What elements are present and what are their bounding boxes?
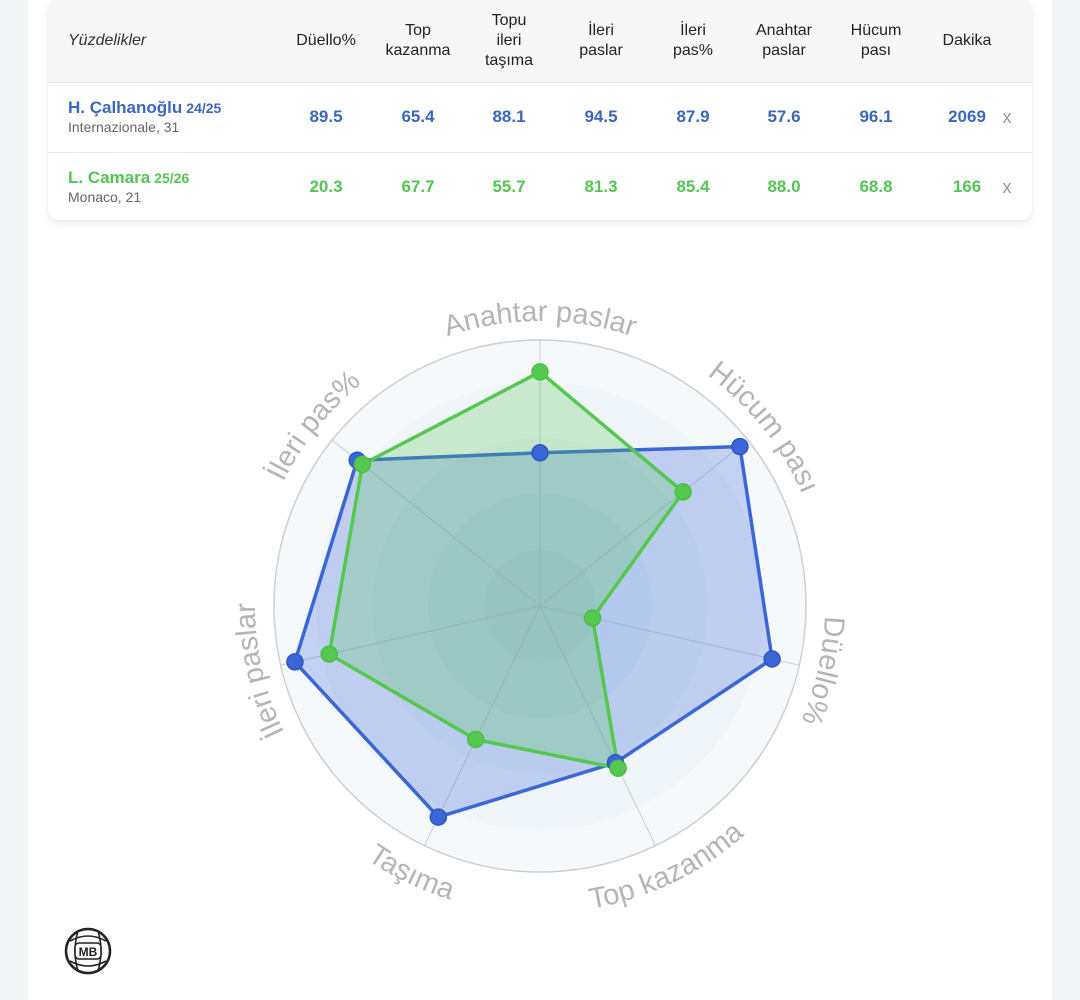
data-point: [763, 650, 781, 668]
mb-ball-logo-icon: MB: [64, 927, 112, 975]
radar-spoke: [539, 605, 656, 846]
stat-cell: 89.5: [309, 107, 343, 126]
player-info: L. Camara 25/26 Monaco, 21: [68, 168, 189, 205]
stat-cell: 57.6: [767, 107, 801, 126]
stat-cell: 65.4: [401, 107, 435, 126]
stat-cell: 94.5: [584, 107, 618, 126]
stat-cell: 67.7: [401, 177, 435, 196]
player-name[interactable]: L. Camara: [68, 168, 151, 187]
radar-spoke: [539, 605, 800, 666]
remove-player-button[interactable]: x: [1002, 176, 1012, 197]
data-point: [286, 653, 304, 671]
player-name[interactable]: H. Çalhanoğlu: [68, 98, 183, 117]
series-area-1: [293, 444, 774, 819]
player-club: Monaco, 21: [68, 189, 142, 205]
stat-cell: 55.7: [492, 177, 526, 196]
column-header-topu-ileri-tasima: Topu ileri taşıma: [484, 12, 533, 69]
stat-cell: 68.8: [859, 177, 893, 196]
stat-cell: 81.3: [584, 177, 618, 196]
stat-cell: 87.9: [676, 107, 710, 126]
stat-cell: 20.3: [309, 177, 343, 196]
data-point: [429, 808, 448, 826]
column-header-ileri-paslar: İleri paslar: [579, 22, 623, 59]
header-label: Yüzdelikler: [68, 32, 147, 49]
column-header-hucum-pasi: Hücum pası: [850, 22, 902, 59]
column-header-top-kazanma: Top kazanma: [385, 22, 451, 59]
data-point: [466, 730, 485, 749]
data-point: [731, 437, 749, 456]
player-info: H. Çalhanoğlu 24/25 Internazionale, 31: [68, 98, 221, 135]
stat-cell: 96.1: [859, 107, 893, 126]
series-area-2: [327, 370, 685, 770]
data-point: [531, 363, 549, 381]
stat-cell: 88.1: [492, 107, 526, 126]
data-point: [320, 645, 338, 663]
radar-spoke: [539, 439, 749, 607]
remove-player-button[interactable]: x: [1002, 106, 1012, 127]
player-season: 25/26: [154, 170, 190, 186]
data-point: [674, 483, 692, 501]
data-point: [583, 609, 602, 627]
player-club: Internazionale, 31: [68, 119, 180, 135]
radar-spoke: [424, 605, 541, 846]
stat-cell: 2069: [948, 107, 986, 126]
column-header-ileri-pas-pct: İleri pas%: [672, 22, 714, 59]
axis-label: Anahtar paslar: [440, 296, 641, 343]
column-header-anahtar-paslar: Anahtar paslar: [755, 22, 813, 59]
player-season: 24/25: [186, 100, 222, 116]
data-point: [531, 444, 549, 462]
comparison-table: Yüzdelikler Düello% Top kazanma Topu ile…: [48, 0, 1032, 220]
stat-cell: 88.0: [767, 177, 801, 196]
column-header-duello: Düello%: [296, 32, 356, 49]
table-row: H. Çalhanoğlu 24/25 Internazionale, 31 89…: [48, 82, 1032, 153]
data-point: [353, 455, 372, 474]
table-row: L. Camara 25/26 Monaco, 21 20.3 67.7 55.7…: [48, 152, 1032, 220]
stat-cell: 166: [952, 177, 982, 196]
stat-cell: 85.4: [676, 177, 710, 196]
column-header-dakika: Dakika: [942, 32, 992, 49]
logo-text: MB: [79, 945, 98, 959]
data-point: [609, 759, 627, 777]
table-header: Yüzdelikler Düello% Top kazanma Topu ile…: [48, 0, 1032, 83]
